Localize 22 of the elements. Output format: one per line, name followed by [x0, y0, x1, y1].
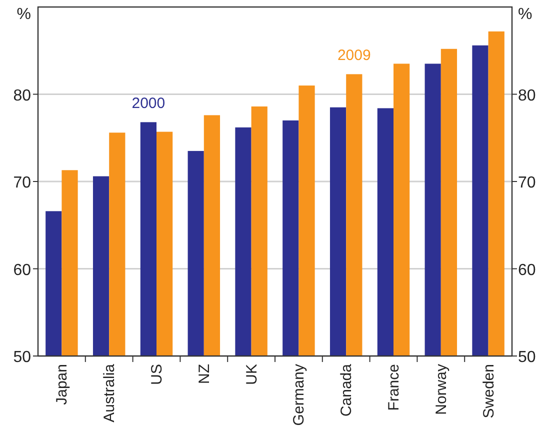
y2-axis-title: %	[518, 6, 532, 23]
x-tick-label: US	[148, 364, 166, 385]
series-label: 2009	[337, 47, 371, 64]
series-label: 2000	[132, 95, 166, 112]
x-tick-label: Sweden	[480, 364, 498, 418]
y-tick-label: 60	[13, 262, 32, 279]
y-tick-label: 70	[13, 174, 32, 192]
y-tick-label: 80	[13, 87, 32, 104]
x-tick-label: Australia	[101, 363, 118, 422]
y2-tick-label: 50	[518, 349, 536, 366]
x-tick-label: Germany	[290, 364, 308, 426]
x-tick-label: France	[386, 364, 402, 411]
y2-tick-label: 60	[518, 262, 536, 279]
x-tick-label: Norway	[432, 364, 450, 415]
x-tick-label: UK	[243, 364, 260, 385]
y2-tick-label: 70	[518, 174, 536, 192]
y-axis-title: %	[16, 6, 31, 23]
x-tick-label: Japan	[54, 364, 71, 405]
y-tick-label: 50	[13, 349, 32, 366]
y2-tick-label: 80	[518, 87, 536, 104]
x-tick-label: NZ	[196, 364, 213, 384]
x-tick-label: Canada	[338, 363, 356, 417]
